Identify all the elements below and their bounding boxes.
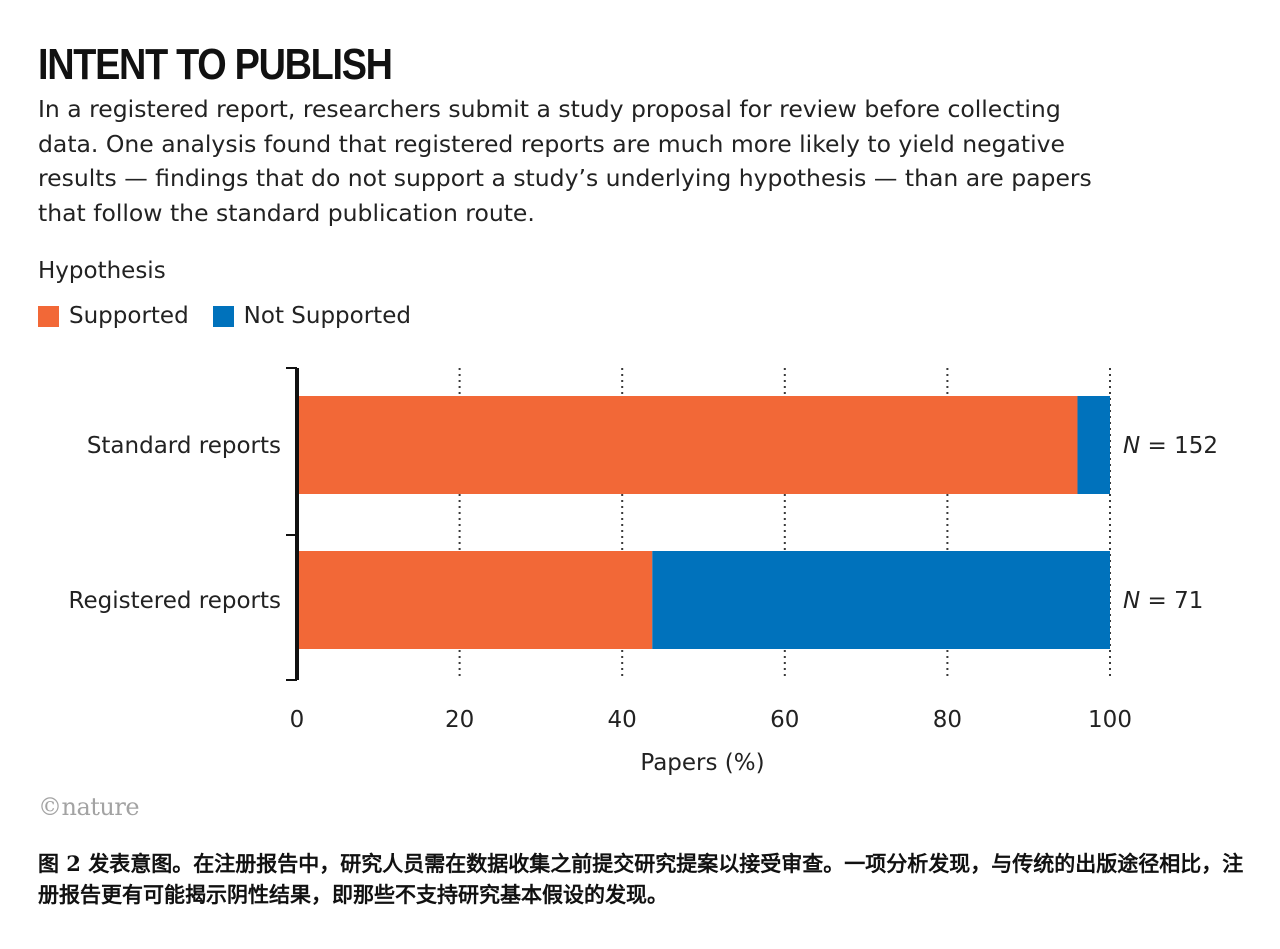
legend-swatch-supported [38, 305, 59, 327]
legend-label-not-supported: Not Supported [243, 303, 411, 329]
n-annotation-0: N = 152 [1123, 433, 1218, 459]
x-tick-label-80: 80 [933, 707, 962, 733]
chart-subtitle: In a registered report, researchers subm… [38, 95, 1092, 227]
x-tick-label-0: 0 [290, 707, 305, 733]
legend-item-supported: Supported [38, 303, 189, 329]
category-label-0: Standard reports [87, 433, 281, 459]
nature-credit: ©nature [38, 793, 140, 821]
bar-not-supported-1 [652, 551, 1110, 649]
chart-title: INTENT TO PUBLISH [38, 40, 393, 89]
legend-label-supported: Supported [69, 303, 189, 329]
legend-title: Hypothesis [38, 258, 166, 284]
n-annotation-value-1: = 71 [1140, 588, 1203, 614]
legend-swatch-not-supported [212, 305, 234, 327]
x-tick-label-60: 60 [770, 707, 799, 733]
bar-supported-0 [297, 396, 1078, 494]
x-axis-label: Papers (%) [640, 750, 764, 776]
x-tick-label-100: 100 [1088, 707, 1132, 733]
bar-not-supported-0 [1077, 396, 1110, 494]
figure-caption: 图 2 发表意图。在注册报告中，研究人员需在数据收集之前提交研究提案以接受审查。… [38, 851, 1244, 907]
n-annotation-1: N = 71 [1123, 588, 1203, 614]
x-tick-label-20: 20 [445, 707, 474, 733]
n-annotation-value-0: = 152 [1140, 433, 1218, 459]
stacked-bar-chart: Standard reports N = 152 Registered report… [69, 367, 1218, 776]
legend-item-not-supported: Not Supported [212, 303, 411, 329]
n-annotation-symbol-0: N [1123, 433, 1140, 459]
legend: Supported Not Supported [38, 303, 435, 329]
category-label-1: Registered reports [69, 588, 281, 614]
x-tick-label-40: 40 [608, 707, 637, 733]
n-annotation-symbol-1: N [1123, 588, 1140, 614]
bar-supported-1 [297, 551, 653, 649]
